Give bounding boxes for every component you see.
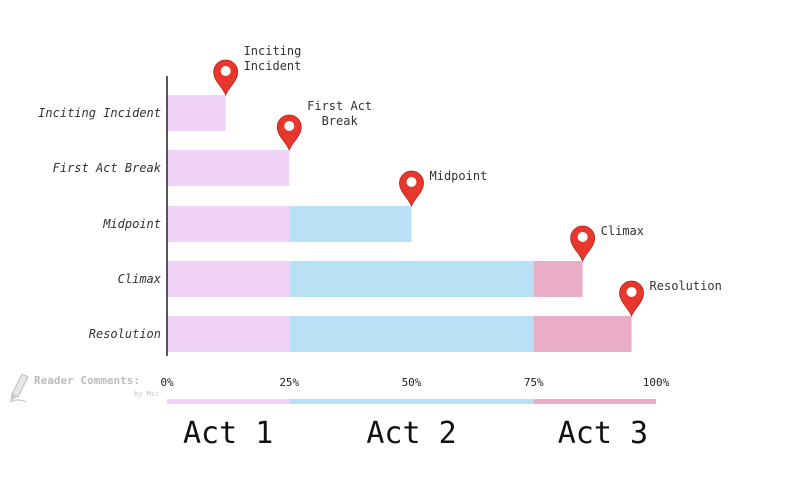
watermark: Reader Comments: by Mic: [8, 370, 168, 410]
map-pin-icon: [276, 114, 302, 152]
watermark-title: Reader Comments:: [34, 374, 140, 387]
watermark-byline: by Mic: [134, 390, 160, 398]
marker-inciting-incident: [213, 59, 239, 97]
marker-first-act-break: [276, 114, 302, 152]
act-band-act-1: [167, 399, 290, 404]
category-labels: Inciting Incident First Act Break Midpoint…: [38, 106, 162, 341]
marker-climax: [570, 225, 596, 263]
map-pin-icon: [619, 280, 644, 318]
bar-inciting-incident-act-1: [167, 95, 226, 131]
marker-label-midpoint: Midpoint: [430, 169, 488, 183]
category-label-midpoint: Midpoint: [102, 217, 161, 231]
category-label-climax: Climax: [118, 272, 162, 286]
bar-resolution-act-2: [289, 316, 534, 352]
bar-climax-act-1: [167, 261, 290, 297]
map-pin-icon: [213, 59, 239, 97]
category-label-first-act-break: First Act Break: [53, 161, 162, 175]
bar-climax-act-2: [289, 261, 534, 297]
marker-label-first-act-break: First Act Break: [307, 99, 372, 128]
act-label-act-1: Act 1: [183, 416, 273, 451]
category-label-inciting-incident: Inciting Incident: [38, 106, 161, 120]
x-tick-label-100: 100%: [643, 376, 670, 389]
act-band-act-2: [289, 399, 534, 404]
x-tick-label-0: 0%: [160, 376, 174, 389]
bar-resolution-act-1: [167, 316, 290, 352]
bar-first-act-break-act-1: [167, 150, 290, 186]
map-pin-hole: [220, 66, 231, 76]
map-pin-hole: [577, 232, 588, 242]
map-pin-hole: [284, 121, 295, 131]
act-label-act-2: Act 2: [366, 416, 456, 451]
map-pin-icon: [399, 170, 424, 208]
marker-label-resolution: Resolution: [650, 279, 722, 293]
marker-label-inciting-incident: Inciting Incident: [244, 44, 302, 73]
act-band: [167, 399, 656, 404]
category-label-resolution: Resolution: [89, 327, 161, 341]
act-label-act-3: Act 3: [558, 416, 648, 451]
marker-midpoint: [399, 170, 424, 208]
bar-resolution-act-3: [533, 316, 632, 352]
marker-label-climax: Climax: [601, 224, 644, 238]
pen-icon: [9, 373, 29, 403]
x-tick-labels: 0% 25% 50% 75% 100%: [160, 376, 669, 389]
map-pin-icon: [570, 225, 596, 263]
x-tick-label-25: 25%: [279, 376, 299, 389]
bar-midpoint-act-2: [289, 206, 412, 242]
x-tick-label-50: 50%: [402, 376, 422, 389]
act-band-act-3: [533, 399, 656, 404]
bars-layer: [167, 95, 632, 352]
bar-climax-act-3: [533, 261, 583, 297]
x-tick-label-75: 75%: [524, 376, 544, 389]
map-pin-hole: [626, 287, 637, 297]
act-labels: Act 1 Act 2 Act 3: [183, 416, 648, 451]
marker-resolution: [619, 280, 644, 318]
map-pin-hole: [406, 177, 417, 187]
bar-midpoint-act-1: [167, 206, 290, 242]
